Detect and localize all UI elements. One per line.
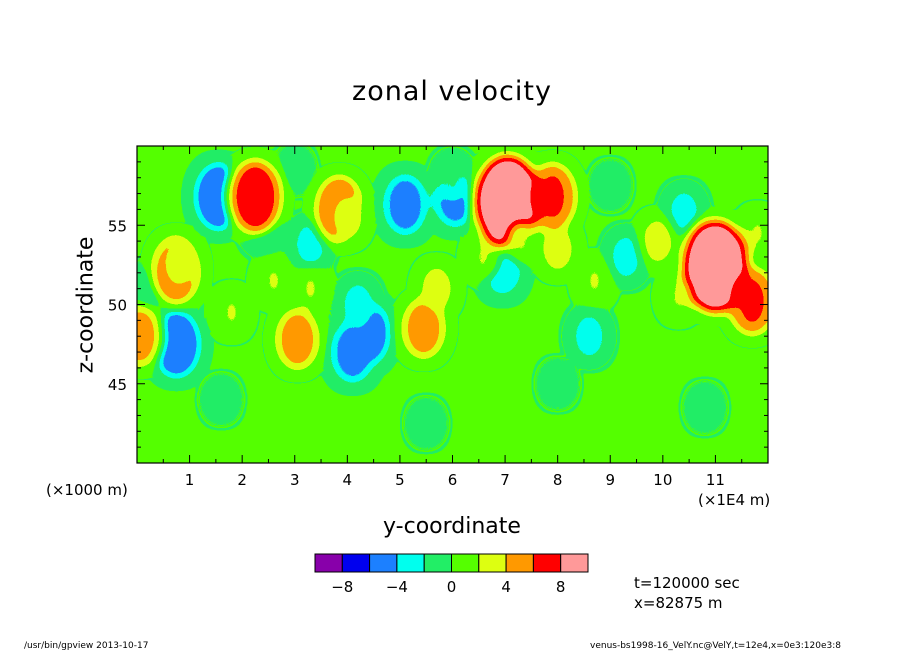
colorbar-swatch	[341, 553, 371, 573]
x-unit-left: (×1000 m)	[46, 481, 128, 499]
colorbar-label: −8	[331, 578, 353, 596]
field-feature	[208, 382, 234, 417]
colorbar-swatch	[314, 553, 343, 573]
colorbar-swatch	[396, 553, 425, 573]
x-tick-label: 1	[185, 471, 195, 489]
x-tick-label: 9	[605, 471, 615, 489]
colorbar-label: 4	[501, 578, 511, 596]
x-tick-label: 7	[500, 471, 510, 489]
field-feature	[438, 157, 467, 199]
colorbar-swatch	[505, 553, 534, 573]
field-feature	[469, 236, 499, 278]
y-axis: 45 50 55	[108, 145, 768, 464]
colorbar-swatch	[560, 553, 589, 573]
chart-title: zonal velocity	[352, 76, 552, 107]
y-tick-label: 45	[108, 376, 127, 394]
field-feature	[153, 310, 200, 378]
colorbar-swatch	[423, 553, 453, 573]
colorbar-swatch	[451, 553, 480, 573]
position-info: x=82875 m	[634, 594, 723, 612]
y-tick-label: 55	[108, 217, 127, 235]
field-feature	[529, 163, 576, 230]
field-feature	[229, 160, 281, 234]
footer-left: /usr/bin/gpview 2013-10-17	[24, 641, 149, 651]
field-feature	[541, 225, 575, 273]
field-feature	[729, 268, 768, 335]
field-feature	[162, 241, 196, 289]
field-feature	[331, 322, 374, 383]
x-unit-right: (×1E4 m)	[698, 491, 771, 509]
field-feature	[545, 366, 570, 401]
field-feature	[743, 212, 768, 254]
field-feature	[667, 189, 701, 237]
field-feature	[598, 168, 623, 203]
field-feature	[137, 306, 161, 367]
colorbar-swatch	[369, 553, 398, 573]
x-tick-label: 3	[290, 471, 300, 489]
x-axis-label: y-coordinate	[383, 514, 521, 539]
field-feature	[293, 220, 328, 268]
field-feature	[641, 217, 675, 265]
field-feature	[572, 312, 606, 360]
field-feature	[420, 265, 454, 313]
field-feature	[330, 193, 364, 241]
field-feature	[414, 406, 439, 441]
heatmap-field	[137, 146, 768, 463]
field-feature	[402, 298, 445, 359]
field-feature	[341, 280, 375, 329]
x-tick-label: 4	[343, 471, 353, 489]
footer-right: venus-bs1998-16_VelY.nc@VelY,t=12e4,x=0e…	[590, 641, 841, 651]
field-feature	[580, 260, 609, 302]
x-tick-label: 10	[653, 471, 672, 489]
colorbar-swatch	[532, 553, 562, 573]
field-feature	[664, 276, 693, 317]
field-feature	[506, 220, 536, 262]
field-feature	[692, 390, 718, 425]
x-tick-label: 11	[706, 471, 725, 489]
x-tick-label: 2	[237, 471, 247, 489]
field-feature	[217, 292, 247, 333]
x-axis: 1 2 3 4 5 6 7 8 9 10 11	[136, 146, 769, 489]
colorbar-label: 8	[556, 578, 566, 596]
colorbar-label: −4	[386, 578, 408, 596]
y-tick-label: 50	[108, 297, 127, 315]
y-axis-label: z-coordinate	[73, 236, 99, 374]
field-feature	[296, 268, 325, 309]
colorbar-label: 0	[447, 578, 457, 596]
field-feature	[609, 233, 643, 281]
x-tick-label: 6	[448, 471, 458, 489]
field-feature	[282, 152, 307, 187]
field-feature	[259, 260, 289, 302]
colorbar-swatch	[478, 553, 507, 573]
x-tick-label: 5	[395, 471, 405, 489]
field-feature	[276, 309, 319, 370]
field-feature	[195, 163, 242, 230]
colorbar: −8 −4 0 4 8	[314, 553, 589, 596]
time-info: t=120000 sec	[634, 574, 740, 592]
field-feature	[384, 174, 427, 235]
x-tick-label: 8	[553, 471, 563, 489]
